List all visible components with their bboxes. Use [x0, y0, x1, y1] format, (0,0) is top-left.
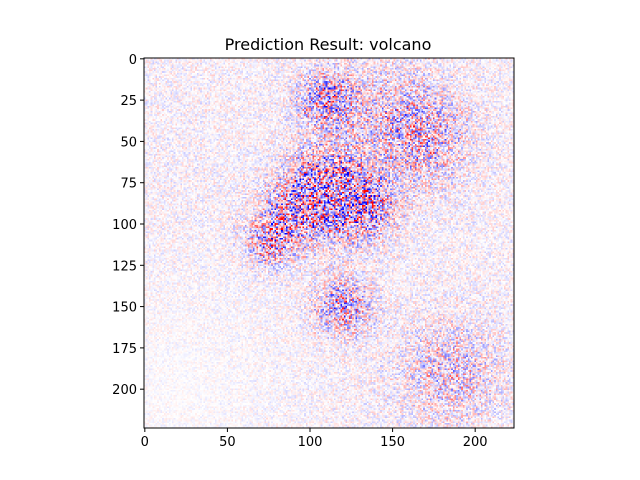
heatmap-image	[144, 58, 514, 428]
x-tick-label: 150	[380, 435, 405, 450]
y-tick-label: 175	[112, 342, 137, 357]
heatmap-container	[144, 58, 514, 428]
x-tick-label: 200	[463, 435, 488, 450]
y-tick-label: 200	[112, 383, 137, 398]
chart-title: Prediction Result: volcano	[225, 35, 432, 54]
y-tick-label: 25	[120, 94, 137, 109]
y-axis: 0 25 50 75 100 125 150 175 200	[112, 53, 144, 398]
y-tick-label: 100	[112, 218, 137, 233]
x-axis: 0 50 100 150 200	[141, 428, 488, 450]
x-tick-label: 100	[298, 435, 323, 450]
y-tick-label: 0	[129, 53, 137, 68]
y-tick-label: 75	[120, 177, 137, 192]
y-tick-label: 50	[120, 135, 137, 150]
y-tick-label: 150	[112, 301, 137, 316]
x-tick-label: 0	[141, 435, 149, 450]
x-tick-label: 50	[219, 435, 236, 450]
y-tick-label: 125	[112, 259, 137, 274]
plot-frame	[143, 57, 515, 429]
